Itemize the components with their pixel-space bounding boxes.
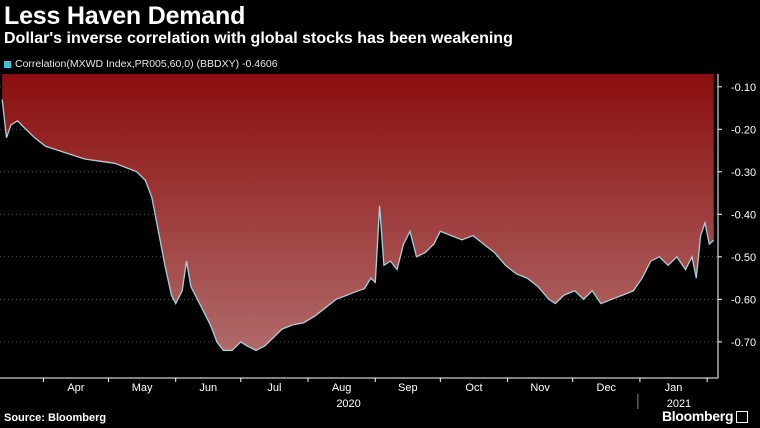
x-tick-label: Jan [665,382,683,394]
source-note: Source: Bloomberg [4,412,107,424]
y-tick-label: -0.10 [731,82,756,94]
y-tick-label: -0.70 [731,337,756,349]
x-tick-label: Sep [398,382,418,394]
correlation-line [1,99,715,352]
x-tick-label: Dec [597,382,617,394]
bloomberg-mark-icon [736,411,749,423]
chart-subtitle: Dollar's inverse correlation with global… [4,30,513,47]
legend: Correlation(MXWD Index,PR005,60,0) (BBDX… [4,58,278,70]
correlation-area-fill [2,74,714,351]
y-tick-label: -0.40 [731,209,756,221]
y-tick-label: -0.20 [731,124,756,136]
x-tick-label: May [132,382,153,394]
x-year-label: 2021 [667,398,691,410]
chart-title: Less Haven Demand [4,2,246,30]
bloomberg-logo: Bloomberg [662,408,749,424]
y-tick-label: -0.60 [731,294,756,306]
y-axis-ticks: -0.10 -0.20 -0.30 -0.40 -0.50 -0.60 -0.70 [718,82,756,349]
x-tick-label: Apr [67,382,84,394]
legend-label: Correlation(MXWD Index,PR005,60,0) (BBDX… [15,58,278,70]
y-tick-label: -0.50 [731,252,756,264]
x-tick-label: Jul [267,382,281,394]
x-axis-ticks: Apr May Jun Jul Aug Sep Oct Nov Dec Jan 2020 2021 [42,378,708,410]
x-year-label: 2020 [336,398,360,410]
x-tick-label: Nov [530,382,550,394]
y-tick-label: -0.30 [731,167,756,179]
brand-name: Bloomberg [662,408,734,424]
legend-swatch [4,60,11,68]
x-tick-label: Oct [465,382,482,394]
x-tick-label: Jun [199,382,217,394]
x-tick-label: Aug [332,382,352,394]
